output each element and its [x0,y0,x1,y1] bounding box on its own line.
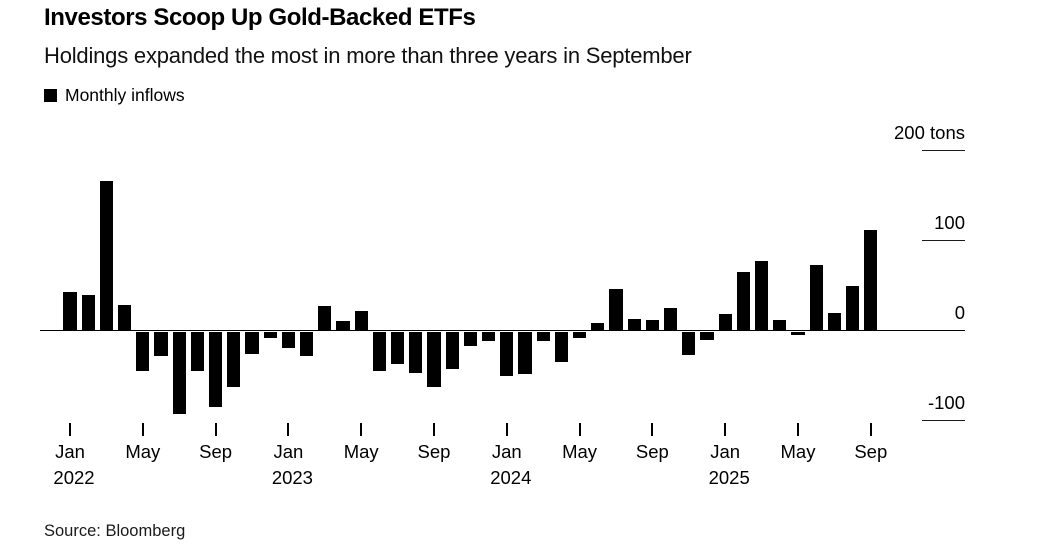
bar-jun-2022 [154,331,168,356]
bar-jul-2023 [391,331,405,365]
bar-apr-2023 [336,320,350,331]
bar-sep-2024 [645,319,659,331]
bar-jan-2023 [281,331,295,348]
bar-feb-2024 [518,331,532,374]
bar-nov-2024 [682,331,696,356]
chart-title: Investors Scoop Up Gold-Backed ETFs [44,4,476,31]
x-tick-jan-2024 [505,423,508,436]
y-tick-label--100: -100 [927,391,965,413]
x-tick-sep [869,423,872,436]
x-tick-may [797,423,799,436]
bar-jan-2025 [718,313,732,331]
legend: Monthly inflows [44,85,185,106]
chart-subtitle: Holdings expanded the most in more than … [44,43,692,68]
bar-mar-2024 [536,331,550,341]
bar-feb-2023 [300,331,314,356]
bar-may-2025 [791,331,805,336]
bar-dec-2023 [482,331,496,341]
x-tick-month-label: Jan [273,441,304,462]
bar-jul-2025 [827,312,841,331]
bar-feb-2025 [736,272,750,331]
bar-aug-2024 [627,319,641,331]
x-tick-year-label: 2025 [708,467,750,488]
x-tick-month-label: Jan [55,441,85,462]
x-tick-year-label: 2023 [271,467,313,488]
bar-jul-2022 [172,331,186,414]
x-tick-jan-2023 [287,423,290,436]
bar-aug-2025 [846,285,860,331]
bar-mar-2025 [755,260,769,331]
x-tick-month-label: Sep [417,441,451,462]
bar-nov-2023 [463,331,477,347]
x-tick-sep [214,423,217,436]
x-tick-month-label: Sep [199,441,233,462]
x-tick-month-label: May [343,441,379,462]
x-tick-year-label: 2022 [53,467,95,488]
bar-sep-2023 [427,331,441,388]
x-tick-may [578,423,581,436]
x-tick-may [141,423,144,436]
bar-may-2023 [354,310,368,331]
bar-oct-2022 [227,331,241,387]
y-tick-label-0: 0 [954,301,965,323]
x-tick-month-label: Jan [710,441,741,462]
bar-jan-2022 [63,292,77,331]
x-tick-month-label: Jan [491,441,522,462]
x-tick-year-label: 2024 [490,467,532,488]
bar-jun-2024 [591,322,605,331]
x-tick-may [360,423,363,436]
bar-oct-2023 [445,331,459,370]
y-tick-label-200: 200 tons [894,121,965,143]
zero-baseline [40,330,965,332]
bar-feb-2022 [81,294,95,331]
x-tick-sep [651,423,654,436]
bar-mar-2023 [318,306,332,331]
bar-apr-2025 [773,319,787,331]
bar-dec-2022 [263,331,277,338]
bar-oct-2024 [664,308,678,331]
bar-jul-2024 [609,289,623,331]
bar-aug-2023 [409,331,423,374]
source-note: Source: Bloomberg [44,522,186,540]
x-tick-sep [433,423,435,436]
x-tick-jan-2022 [69,423,71,436]
bar-jan-2024 [500,331,514,376]
x-tick-month-label: May [780,441,816,462]
y-tick-label-100: 100 [934,211,965,233]
x-tick-month-label: May [562,441,598,462]
x-tick-month-label: May [125,441,161,462]
bar-apr-2022 [118,304,132,331]
x-tick-jan-2025 [724,423,727,436]
bar-may-2022 [136,331,150,372]
legend-swatch-icon [44,89,57,102]
y-gridtick-200 [922,149,965,152]
bar-nov-2022 [245,331,259,355]
bar-dec-2024 [700,331,714,340]
bar-aug-2022 [190,331,204,372]
x-tick-month-label: Sep [854,441,888,462]
bar-jun-2025 [809,265,823,331]
y-gridtick-100 [922,239,965,242]
x-tick-month-label: Sep [635,441,669,462]
bar-sep-2022 [209,331,223,408]
bar-mar-2022 [99,181,113,331]
legend-label: Monthly inflows [65,85,185,105]
bar-apr-2024 [554,331,568,363]
bar-sep-2025 [864,229,878,331]
y-gridtick--100 [922,419,965,422]
bar-may-2024 [573,331,587,338]
bar-jun-2023 [372,331,386,372]
